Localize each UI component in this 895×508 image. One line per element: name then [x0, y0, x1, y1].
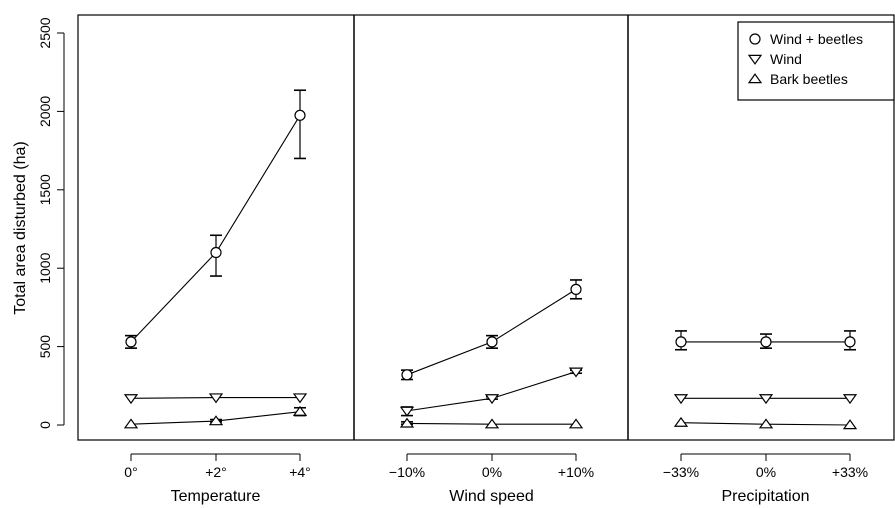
data-point: [484, 418, 500, 429]
y-tick-label: 2500: [37, 17, 53, 48]
data-point: [758, 394, 774, 405]
x-axis-title: Temperature: [171, 488, 261, 505]
data-point: [570, 283, 582, 295]
data-point: [208, 415, 224, 426]
legend-label: Wind: [770, 51, 802, 67]
x-axis-title: Precipitation: [721, 488, 809, 505]
x-tick-label: +4°: [289, 464, 311, 480]
series-line: [406, 288, 577, 376]
data-point: [399, 417, 415, 428]
x-tick-label: 0°: [124, 464, 137, 480]
y-tick-label: 1500: [37, 174, 53, 205]
data-point: [401, 369, 413, 381]
data-point: [399, 406, 415, 417]
data-point: [123, 394, 139, 405]
data-point: [675, 336, 687, 348]
x-tick-label: 0%: [482, 464, 502, 480]
legend-marker: [747, 54, 763, 65]
data-point: [844, 336, 856, 348]
data-point: [568, 367, 584, 378]
legend-label: Wind + beetles: [770, 31, 863, 47]
data-point: [760, 336, 772, 348]
data-point: [673, 394, 689, 405]
data-point: [758, 418, 774, 429]
legend-label: Bark beetles: [770, 71, 848, 87]
x-tick-label: +2°: [205, 464, 227, 480]
y-tick-label: 0: [37, 421, 53, 429]
data-point: [123, 418, 139, 429]
y-axis-title: Total area disturbed (ha): [12, 141, 29, 314]
data-point: [125, 336, 137, 348]
data-point: [842, 394, 858, 405]
data-point: [292, 405, 308, 416]
legend-box: [737, 21, 895, 101]
x-tick-label: −33%: [663, 464, 699, 480]
plot-frame: [77, 14, 895, 441]
x-tick-label: 0%: [756, 464, 776, 480]
y-tick-label: 1000: [37, 252, 53, 283]
data-point: [842, 419, 858, 430]
series-line: [406, 371, 577, 412]
legend-marker: [749, 33, 761, 45]
data-point: [292, 393, 308, 404]
data-point: [568, 418, 584, 429]
x-axis-title: Wind speed: [449, 488, 534, 505]
x-tick-label: −10%: [389, 464, 425, 480]
series-line: [130, 115, 301, 343]
data-point: [294, 109, 306, 121]
data-point: [208, 393, 224, 404]
data-point: [210, 246, 222, 259]
legend-marker: [747, 73, 763, 84]
y-tick-label: 500: [37, 335, 53, 359]
data-point: [486, 336, 498, 348]
x-tick-label: +33%: [832, 464, 868, 480]
data-point: [673, 416, 689, 427]
y-tick-label: 2000: [37, 96, 53, 127]
data-point: [484, 394, 500, 405]
x-tick-label: +10%: [558, 464, 594, 480]
